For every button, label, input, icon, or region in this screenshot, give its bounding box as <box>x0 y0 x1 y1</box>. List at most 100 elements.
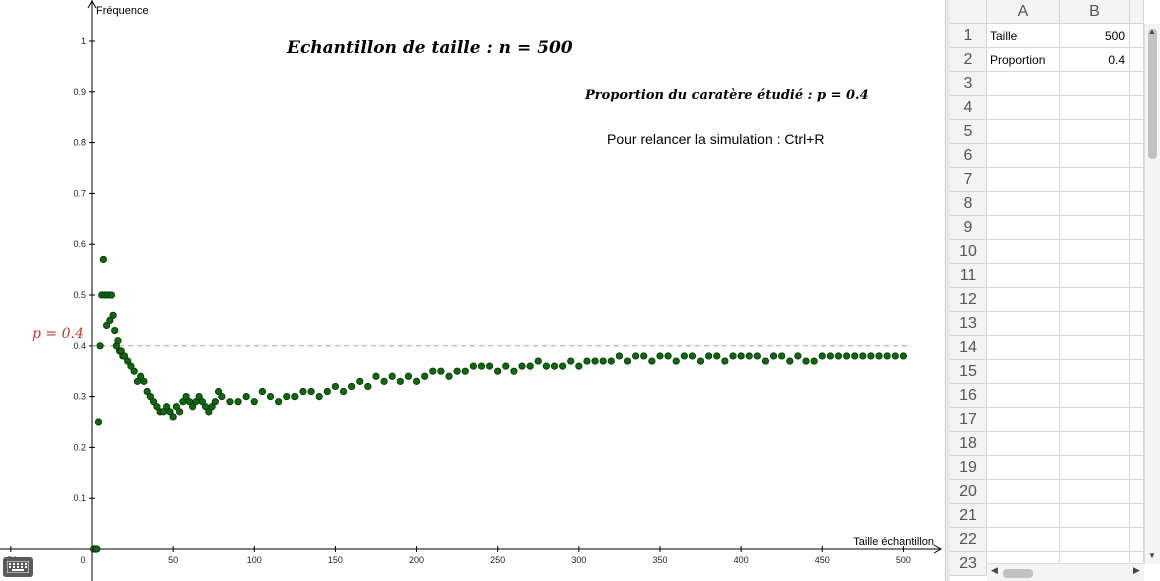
cell-b[interactable] <box>1060 480 1130 504</box>
cell-a[interactable] <box>987 480 1060 504</box>
cell-b[interactable] <box>1060 288 1130 312</box>
column-header-a[interactable]: A <box>987 0 1060 24</box>
cell-a[interactable] <box>987 96 1060 120</box>
cell-a[interactable] <box>987 120 1060 144</box>
cell-b[interactable] <box>1060 168 1130 192</box>
row-header[interactable]: 17 <box>950 408 987 432</box>
view-divider[interactable] <box>945 0 950 581</box>
cell-b[interactable] <box>1060 312 1130 336</box>
cell-c[interactable] <box>1130 72 1144 96</box>
cell-c[interactable] <box>1130 360 1144 384</box>
cell-b[interactable] <box>1060 384 1130 408</box>
cell-c[interactable] <box>1130 216 1144 240</box>
row-header[interactable]: 8 <box>950 192 987 216</box>
row-header[interactable]: 15 <box>950 360 987 384</box>
cell-a[interactable] <box>987 384 1060 408</box>
cell-a[interactable] <box>987 264 1060 288</box>
scroll-left-arrow-icon[interactable]: ◀ <box>991 565 998 575</box>
cell-a[interactable] <box>987 72 1060 96</box>
cell-b[interactable] <box>1060 240 1130 264</box>
graphics-view[interactable]: -500501001502002503003504004505000.10.20… <box>0 0 945 581</box>
corner-cell[interactable] <box>950 0 987 24</box>
cell-c[interactable] <box>1130 456 1144 480</box>
cell-a[interactable] <box>987 168 1060 192</box>
row-header[interactable]: 12 <box>950 288 987 312</box>
row-header[interactable]: 16 <box>950 384 987 408</box>
row-header[interactable]: 7 <box>950 168 987 192</box>
cell-b[interactable]: 500 <box>1060 24 1130 48</box>
row-header[interactable]: 13 <box>950 312 987 336</box>
row-header[interactable]: 18 <box>950 432 987 456</box>
cell-a[interactable] <box>987 408 1060 432</box>
cell-a[interactable] <box>987 456 1060 480</box>
horizontal-scrollbar[interactable] <box>987 563 1144 581</box>
row-header[interactable]: 20 <box>950 480 987 504</box>
cell-c[interactable] <box>1130 24 1144 48</box>
cell-a[interactable] <box>987 528 1060 552</box>
cell-c[interactable] <box>1130 336 1144 360</box>
keyboard-button[interactable] <box>3 557 33 577</box>
row-header[interactable]: 23 <box>950 552 987 576</box>
cell-a[interactable] <box>987 336 1060 360</box>
cell-b[interactable] <box>1060 456 1130 480</box>
cell-c[interactable] <box>1130 264 1144 288</box>
row-header[interactable]: 11 <box>950 264 987 288</box>
cell-a[interactable] <box>987 360 1060 384</box>
cell-a[interactable] <box>987 432 1060 456</box>
cell-b[interactable] <box>1060 360 1130 384</box>
horizontal-scroll-thumb[interactable] <box>1003 569 1033 578</box>
cell-c[interactable] <box>1130 240 1144 264</box>
cell-a[interactable] <box>987 216 1060 240</box>
row-header[interactable]: 22 <box>950 528 987 552</box>
row-header[interactable]: 14 <box>950 336 987 360</box>
cell-b[interactable] <box>1060 216 1130 240</box>
cell-a[interactable] <box>987 240 1060 264</box>
cell-c[interactable] <box>1130 168 1144 192</box>
row-header[interactable]: 3 <box>950 72 987 96</box>
cell-b[interactable] <box>1060 408 1130 432</box>
cell-a[interactable] <box>987 144 1060 168</box>
scatter-plot[interactable]: -500501001502002503003504004505000.10.20… <box>0 0 945 581</box>
column-header-b[interactable]: B <box>1060 0 1130 24</box>
cell-c[interactable] <box>1130 120 1144 144</box>
cell-c[interactable] <box>1130 48 1144 72</box>
cell-c[interactable] <box>1130 312 1144 336</box>
row-header[interactable]: 9 <box>950 216 987 240</box>
cell-b[interactable] <box>1060 96 1130 120</box>
cell-b[interactable] <box>1060 144 1130 168</box>
cell-c[interactable] <box>1130 528 1144 552</box>
cell-a[interactable]: Proportion <box>987 48 1060 72</box>
cell-c[interactable] <box>1130 192 1144 216</box>
cell-a[interactable] <box>987 288 1060 312</box>
cell-c[interactable] <box>1130 408 1144 432</box>
vertical-scrollbar[interactable] <box>1144 24 1160 564</box>
cell-b[interactable]: 0.4 <box>1060 48 1130 72</box>
row-header[interactable]: 5 <box>950 120 987 144</box>
cell-c[interactable] <box>1130 288 1144 312</box>
cell-b[interactable] <box>1060 72 1130 96</box>
spreadsheet-view[interactable]: A B 1 Taille 500 2 Proportion 0.4 3 4 5 6 7 8 9 10 11 12 1… <box>950 0 1160 581</box>
row-header[interactable]: 6 <box>950 144 987 168</box>
row-header[interactable]: 10 <box>950 240 987 264</box>
cell-b[interactable] <box>1060 504 1130 528</box>
cell-b[interactable] <box>1060 528 1130 552</box>
cell-b[interactable] <box>1060 192 1130 216</box>
cell-a[interactable] <box>987 312 1060 336</box>
cell-b[interactable] <box>1060 432 1130 456</box>
cell-c[interactable] <box>1130 144 1144 168</box>
cell-c[interactable] <box>1130 432 1144 456</box>
vertical-scroll-thumb[interactable] <box>1148 29 1157 159</box>
cell-a[interactable]: Taille <box>987 24 1060 48</box>
column-header-c[interactable] <box>1130 0 1144 24</box>
cell-b[interactable] <box>1060 120 1130 144</box>
cell-c[interactable] <box>1130 96 1144 120</box>
scroll-up-arrow-icon[interactable]: ▲ <box>1148 27 1156 36</box>
row-header[interactable]: 21 <box>950 504 987 528</box>
scroll-right-arrow-icon[interactable]: ▶ <box>1133 565 1140 575</box>
cell-a[interactable] <box>987 192 1060 216</box>
row-header[interactable]: 1 <box>950 24 987 48</box>
row-header[interactable]: 4 <box>950 96 987 120</box>
cell-b[interactable] <box>1060 264 1130 288</box>
scroll-down-arrow-icon[interactable]: ▼ <box>1148 551 1156 560</box>
row-header[interactable]: 19 <box>950 456 987 480</box>
